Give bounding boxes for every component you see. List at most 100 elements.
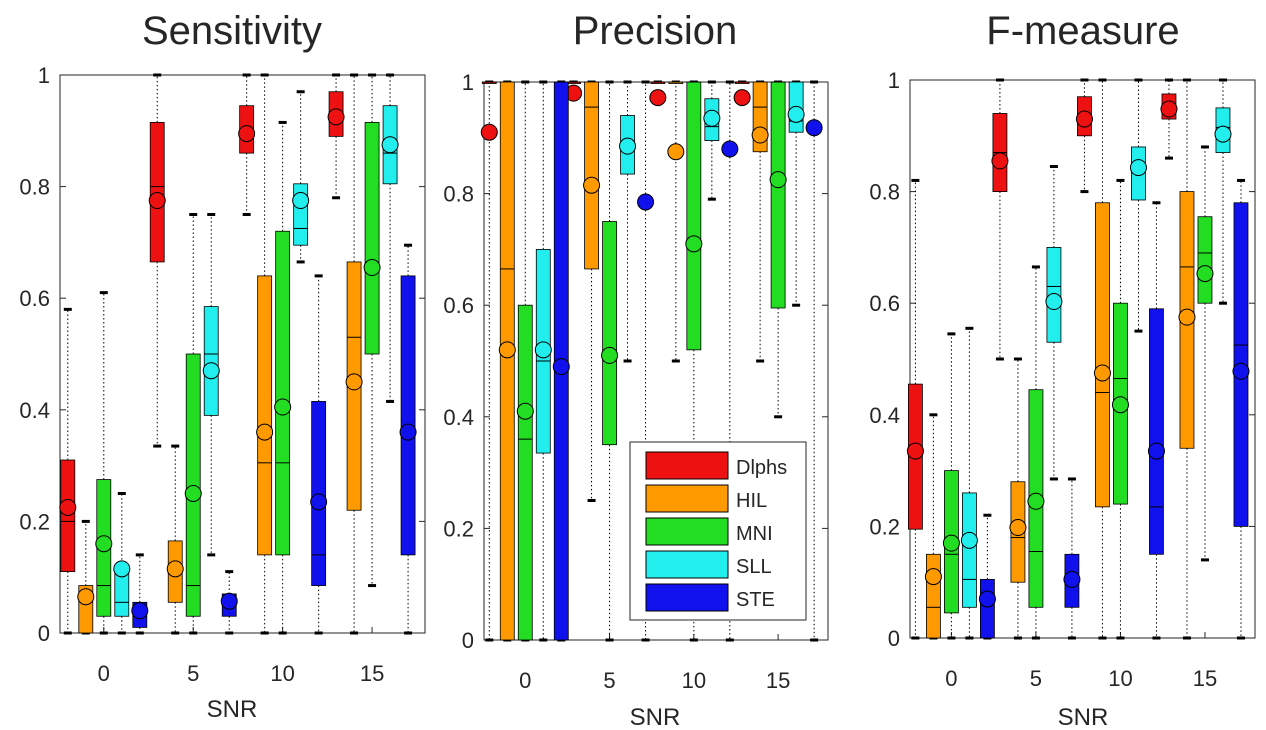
x-tick-label: 5	[603, 668, 615, 693]
mean-marker	[1027, 492, 1045, 510]
y-tick-label: 0	[462, 628, 474, 653]
mean-marker	[1075, 110, 1093, 128]
box-body	[584, 81, 599, 270]
mean-marker	[498, 341, 516, 359]
box-body	[770, 81, 786, 309]
box-dlphs	[148, 73, 166, 448]
box-mni	[1027, 265, 1045, 640]
x-tick-label: 15	[360, 661, 384, 686]
mean-marker	[619, 137, 637, 155]
mean-marker	[685, 235, 703, 253]
y-tick-label: 0.6	[869, 291, 900, 316]
mean-marker	[1129, 159, 1147, 177]
box-mni	[184, 213, 202, 635]
box-hil	[751, 80, 769, 363]
mean-marker	[113, 560, 131, 578]
legend-entry: HIL	[645, 484, 767, 513]
box-hil	[924, 413, 942, 640]
box-sll	[787, 80, 805, 307]
box-mni	[601, 80, 619, 642]
y-tick-label: 0.4	[19, 398, 50, 423]
legend-label: SLL	[736, 556, 772, 578]
box-mni	[516, 80, 534, 642]
mean-marker	[733, 89, 751, 107]
y-tick-label: 1	[888, 68, 900, 93]
y-tick-label: 0	[38, 621, 50, 646]
mean-marker	[131, 602, 149, 620]
box-sll	[292, 90, 310, 264]
box-ste	[131, 553, 149, 635]
mean-marker	[667, 143, 685, 161]
box-body	[980, 579, 995, 639]
panel-f-measure: F-measure SNR	[986, 9, 1179, 730]
box-sll	[619, 80, 637, 363]
box-hil	[583, 80, 601, 502]
mean-marker	[310, 493, 328, 511]
y-tick-label: 0.2	[443, 516, 474, 541]
y-tick-label: 0.6	[443, 293, 474, 318]
mean-marker	[292, 192, 310, 210]
panel-title: Precision	[573, 9, 738, 53]
mean-marker	[991, 152, 1009, 170]
box-mni	[1196, 145, 1214, 562]
plot-area: 00.20.40.60.810 5 10 15	[19, 63, 426, 686]
box-body	[1149, 308, 1164, 555]
box-mni	[274, 120, 292, 635]
box-hil	[1093, 78, 1111, 640]
box-sll	[381, 73, 399, 403]
y-tick-label: 0.8	[869, 180, 900, 205]
mean-marker	[59, 498, 77, 516]
mean-marker	[202, 362, 220, 380]
y-tick-label: 0.6	[19, 286, 50, 311]
panel-precision: Precision SNR	[573, 9, 738, 730]
box-body	[203, 306, 219, 416]
mean-marker	[906, 442, 924, 460]
box-hil	[345, 73, 363, 635]
plot-area: 00.20.40.60.810 5 10 15	[869, 68, 1256, 691]
box-ste	[1232, 178, 1250, 640]
mean-marker	[1111, 396, 1129, 414]
box-body	[275, 230, 291, 556]
legend-swatch	[645, 517, 729, 546]
mean-marker	[769, 171, 787, 189]
mean-marker	[1045, 293, 1063, 311]
plot-area: 00.20.40.60.810 5 10 15	[443, 70, 829, 693]
legend-label: HIL	[736, 490, 767, 512]
box-sll	[1045, 164, 1063, 481]
box-body	[926, 553, 941, 639]
box-ste	[220, 570, 238, 635]
legend-label: MNI	[736, 523, 773, 545]
box-sll	[113, 492, 131, 635]
mean-marker	[924, 568, 942, 586]
legend-swatch	[645, 484, 729, 513]
mean-marker	[805, 119, 823, 137]
mean-marker	[363, 259, 381, 277]
box-body	[114, 571, 130, 617]
axes-frame	[59, 74, 426, 634]
box-hil	[1009, 357, 1027, 640]
mean-marker	[1196, 265, 1214, 283]
mean-marker	[960, 531, 978, 549]
box-ste	[310, 274, 328, 635]
mean-marker	[95, 535, 113, 553]
box-sll	[534, 80, 552, 642]
box-hil	[667, 80, 685, 363]
mean-marker	[1160, 100, 1178, 118]
x-tick-label: 15	[766, 668, 790, 693]
box-hil	[77, 519, 95, 635]
box-ste	[805, 80, 823, 642]
box-mni	[363, 73, 381, 588]
x-tick-label: 10	[1108, 666, 1132, 691]
y-tick-label: 0.2	[19, 509, 50, 534]
box-dlphs	[1075, 78, 1093, 194]
mean-marker	[703, 109, 721, 127]
box-body	[499, 81, 515, 641]
box-dlphs	[480, 80, 498, 642]
panel-sensitivity: Sensitivity SNR	[142, 9, 322, 723]
box-dlphs	[733, 80, 751, 107]
x-tick-label: 10	[270, 661, 294, 686]
box-body	[602, 221, 617, 446]
mean-marker	[637, 193, 655, 211]
